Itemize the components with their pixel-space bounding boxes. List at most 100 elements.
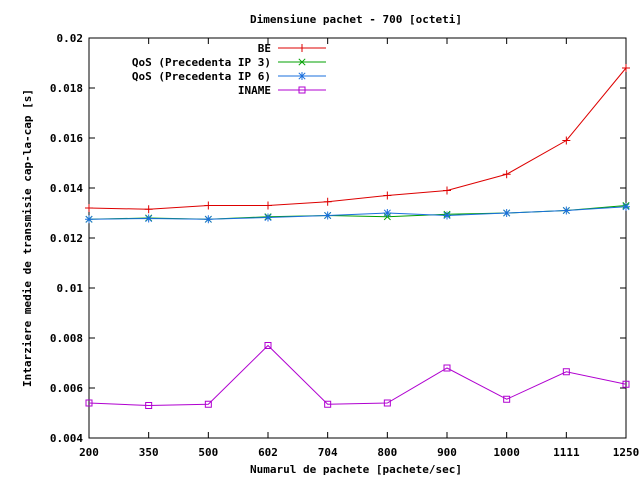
legend-item: BE [258,42,326,55]
marker-stroke [264,213,272,222]
marker-square [383,399,391,407]
x-tick-label: 1000 [493,446,520,459]
data-point [562,206,571,215]
series-0 [85,64,630,214]
legend-label: QoS (Precedenta IP 6) [132,70,271,83]
series-layer [85,64,630,409]
data-point [264,342,272,349]
data-point [323,211,332,220]
data-point [622,64,630,72]
x-tick-label: 200 [79,446,99,459]
data-point [264,201,272,210]
data-point [622,380,630,388]
y-tick-label: 0.004 [50,432,83,445]
y-tick-label: 0.014 [50,182,83,195]
series-1 [85,201,630,223]
data-point [298,86,306,94]
data-point [562,136,571,145]
marker-square [204,400,212,408]
y-axis-label: Intarziere medie de transmisie cap-la-ca… [21,89,34,387]
y-axis: 0.004 0.006 0.008 0.01 0.012 0.014 0.016 0.018 0… [50,32,626,445]
x-tick-label: 500 [198,446,218,459]
legend-label: INAME [238,84,271,97]
marker-square [443,364,451,372]
series-line [88,206,627,220]
data-point [443,364,451,372]
data-point [204,400,212,408]
data-point [383,191,392,200]
legend-item: QoS (Precedenta IP 3) [132,56,326,69]
marker-stroke [85,215,93,223]
series-3 [85,342,630,409]
data-point [85,215,93,224]
y-tick-label: 0.012 [50,232,83,245]
data-point [383,399,391,407]
data-point [562,368,570,376]
x-axis: 200 350 500 602 704 800 900 1000 1111 1250 [79,38,639,459]
marker-square [264,342,272,349]
marker-square [622,380,630,388]
legend-item: QoS (Precedenta IP 6) [132,70,326,83]
data-point [298,44,306,52]
x-tick-label: 1250 [613,446,640,459]
marker-stroke [622,203,630,211]
data-point [298,72,306,80]
legend-label: QoS (Precedenta IP 3) [132,56,271,69]
marker-stroke [562,206,570,215]
y-tick-label: 0.02 [57,32,84,45]
marker-square [503,395,511,403]
data-point [323,197,332,206]
x-axis-label: Numarul de pachete [pachete/sec] [250,463,462,476]
data-point [324,400,332,408]
x-tick-label: 602 [258,446,278,459]
x-tick-label: 900 [437,446,457,459]
data-point [264,213,272,222]
x-tick-label: 800 [377,446,397,459]
y-tick-label: 0.016 [50,132,83,145]
y-tick-label: 0.018 [50,82,83,95]
series-2 [85,202,630,224]
marker-stroke [204,215,212,223]
data-point [204,201,213,210]
series-line [88,67,627,210]
data-point [443,186,451,195]
data-point [503,395,511,403]
marker-stroke [324,211,332,220]
data-point [144,214,153,223]
x-tick-label: 1111 [553,446,580,459]
marker-stroke [145,214,153,223]
marker-square [562,368,570,376]
plot-frame [88,37,627,439]
marker-square [298,86,306,94]
marker-stroke [383,209,391,217]
chart-title: Dimensiune pachet - 700 [octeti] [250,13,462,26]
data-point [144,205,153,214]
marker-square [145,402,153,409]
legend-item: INAME [238,84,326,97]
data-point [85,204,93,212]
x-tick-label: 704 [318,446,338,459]
data-point [443,211,451,220]
marker-stroke [298,72,306,80]
data-point [145,402,153,409]
y-tick-label: 0.006 [50,382,83,395]
marker-stroke [443,211,451,220]
y-tick-label: 0.008 [50,332,83,345]
marker-stroke [298,58,306,66]
series-line [88,344,627,407]
marker-stroke [503,209,511,217]
data-point [622,202,630,211]
data-point [383,209,392,217]
data-point [502,209,511,217]
legend-label: BE [258,42,271,55]
data-point [204,215,213,224]
marker-square [85,399,93,407]
data-point [85,399,93,407]
x-tick-label: 350 [139,446,159,459]
marker-square [324,400,332,408]
data-point [502,170,511,179]
data-point [298,58,306,66]
y-tick-label: 0.01 [57,282,84,295]
